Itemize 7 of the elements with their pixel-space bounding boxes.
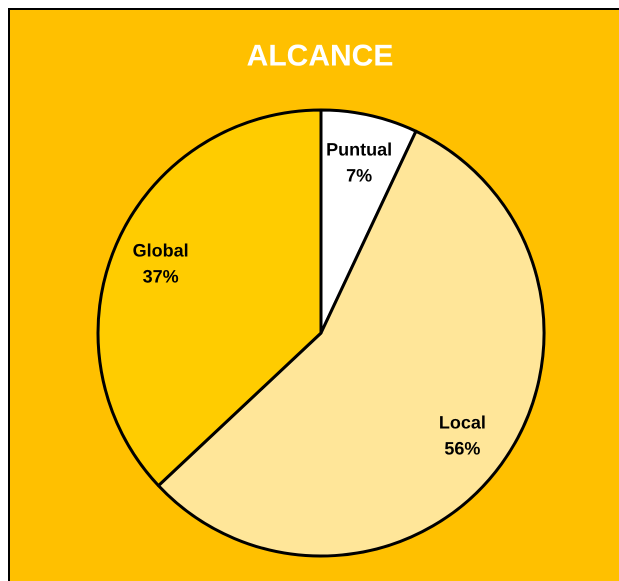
data-label: 37% (142, 266, 179, 287)
slice-label: Local (438, 412, 486, 433)
data-label: 56% (444, 438, 480, 459)
data-label: 7% (346, 166, 372, 186)
slice-label: Global (132, 240, 189, 261)
slice-label: Puntual (326, 140, 392, 160)
chart-title: ALCANCE (246, 40, 394, 72)
